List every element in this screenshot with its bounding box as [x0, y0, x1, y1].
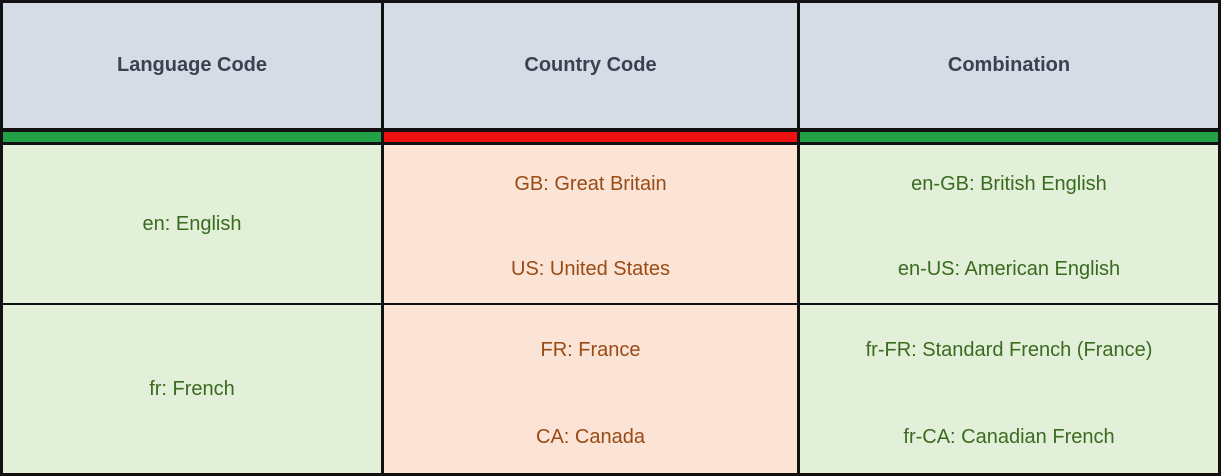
accent-bar-combination: [800, 131, 1218, 142]
accent-cell-language: [3, 128, 384, 145]
header-country-code-label: Country Code: [524, 54, 657, 76]
header-language-code-label: Language Code: [116, 54, 267, 76]
country-fr: FR: France: [540, 339, 641, 361]
header-combination: Combination: [800, 3, 1218, 128]
language-en: en: English: [142, 212, 242, 235]
header-combination-label: Combination: [947, 54, 1071, 76]
row-french-language: fr: French: [3, 305, 384, 473]
accent-bar-country: [384, 131, 797, 142]
country-ca: CA: Canada: [536, 426, 645, 448]
row-french-countries: FR: France CA: Canada: [384, 305, 800, 473]
row-english-language: en: English: [3, 145, 384, 305]
combination-fr-ca: fr-CA: Canadian French: [903, 426, 1115, 448]
row-english-combinations: en-GB: British English en-US: American E…: [800, 145, 1218, 305]
header-country-code: Country Code: [384, 3, 800, 128]
language-fr: fr: French: [149, 377, 235, 400]
country-gb: GB: Great Britain: [514, 173, 667, 195]
combination-en-gb: en-GB: British English: [911, 173, 1107, 195]
country-us: US: United States: [511, 258, 670, 280]
accent-cell-combination: [800, 128, 1218, 145]
combination-fr-fr: fr-FR: Standard French (France): [865, 339, 1153, 361]
combination-en-us: en-US: American English: [897, 258, 1121, 280]
accent-bar-language: [3, 131, 381, 142]
accent-cell-country: [384, 128, 800, 145]
header-language-code: Language Code: [3, 3, 384, 128]
row-french-combinations: fr-FR: Standard French (France) fr-CA: C…: [800, 305, 1218, 473]
row-english-countries: GB: Great Britain US: United States: [384, 145, 800, 305]
